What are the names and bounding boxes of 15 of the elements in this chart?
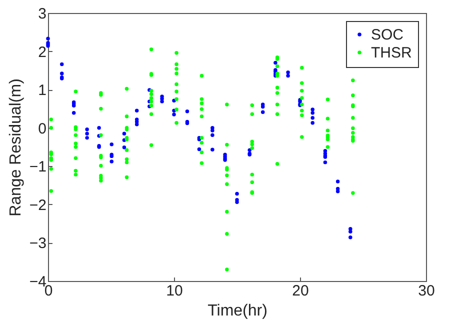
y-tick-label: 3: [38, 6, 46, 22]
legend-label: THSR: [371, 44, 412, 62]
legend-label: SOC: [371, 26, 404, 44]
y-tick-label: −2: [29, 196, 46, 214]
y-tick-label: 0: [38, 120, 46, 138]
x-tick-label: 10: [166, 282, 183, 300]
x-axis-title: Time(hr): [208, 302, 268, 320]
y-tick-label: −3: [29, 235, 46, 252]
y-tick-label: 1: [38, 82, 46, 100]
y-tick-label: −1: [29, 158, 46, 176]
y-tick-label: −4: [29, 274, 46, 290]
x-tick-label: 20: [292, 282, 309, 300]
x-tick-label: 30: [418, 282, 435, 300]
y-tick-label: 2: [38, 44, 46, 61]
y-axis-title: Range Residual(m): [7, 78, 24, 216]
